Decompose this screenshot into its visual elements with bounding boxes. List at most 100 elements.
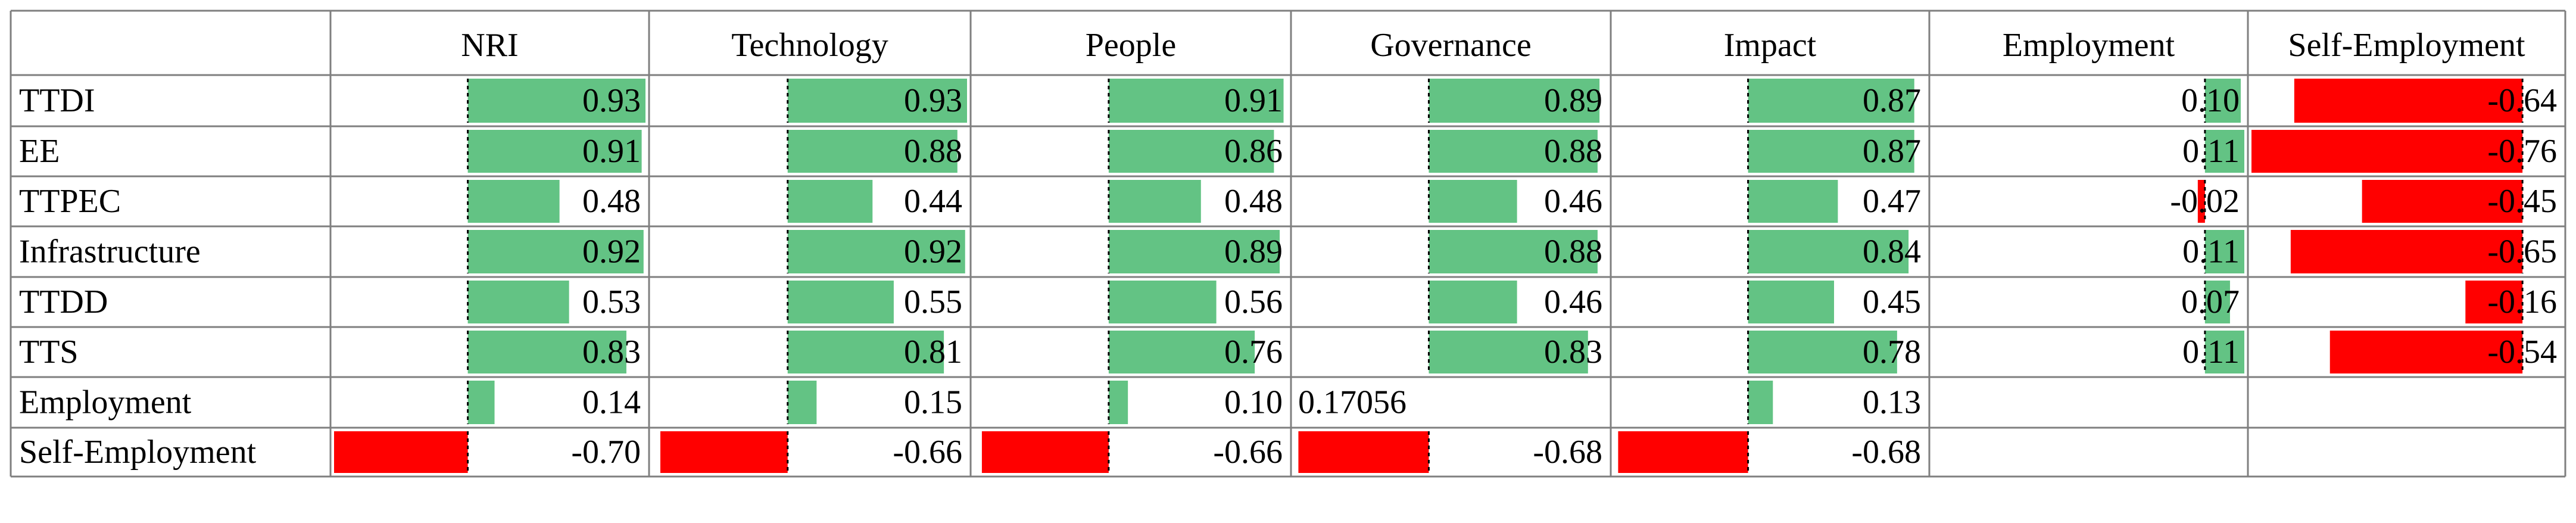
column-header-impact: Impact xyxy=(1724,27,1817,64)
bar-employment-technology xyxy=(787,381,817,424)
bar-ttdd-self-employment xyxy=(2465,281,2523,323)
bar-infrastructure-impact xyxy=(1748,230,1909,273)
value-tts-governance: 0.83 xyxy=(1544,334,1602,371)
bar-ttpec-self-employment xyxy=(2362,180,2523,223)
value-tts-nri: 0.83 xyxy=(582,334,641,371)
bar-tts-self-employment xyxy=(2329,331,2523,373)
row-label-ttpec: TTPEC xyxy=(19,183,121,220)
bar-tts-nri xyxy=(467,331,626,373)
bar-ee-impact xyxy=(1748,130,1914,173)
bar-tts-technology xyxy=(787,331,944,373)
row-label-tts: TTS xyxy=(19,334,79,371)
column-header-governance: Governance xyxy=(1370,27,1532,64)
bar-self-employment-technology xyxy=(660,431,788,473)
value-employment-impact: 0.13 xyxy=(1863,384,1921,421)
bar-ttdi-nri xyxy=(467,79,645,123)
bar-employment-people xyxy=(1108,381,1128,424)
row-label-employment: Employment xyxy=(19,384,192,421)
bar-infrastructure-nri xyxy=(467,230,644,273)
value-infrastructure-employment: 0.11 xyxy=(2182,234,2240,270)
column-header-people: People xyxy=(1086,27,1176,64)
bar-ttdi-employment xyxy=(2204,79,2241,123)
value-ee-self-employment: -0.76 xyxy=(2487,133,2557,170)
bar-ttdi-technology xyxy=(787,79,967,123)
value-ttdd-nri: 0.53 xyxy=(582,284,641,320)
bar-ttdd-governance xyxy=(1429,281,1517,323)
value-ee-nri: 0.91 xyxy=(582,133,641,170)
value-tts-self-employment: -0.54 xyxy=(2487,334,2557,371)
value-ee-employment: 0.11 xyxy=(2182,133,2240,170)
bar-ee-self-employment xyxy=(2251,130,2523,173)
bar-ttdd-nri xyxy=(467,281,569,323)
column-header-nri: NRI xyxy=(461,27,518,64)
value-ttdd-people: 0.56 xyxy=(1224,284,1283,320)
bar-self-employment-nri xyxy=(334,431,468,473)
bar-ee-nri xyxy=(467,130,642,173)
value-self-employment-impact: -0.68 xyxy=(1851,434,1921,471)
bar-infrastructure-people xyxy=(1108,230,1280,273)
value-ttdi-people: 0.91 xyxy=(1224,82,1283,119)
value-tts-employment: 0.11 xyxy=(2182,334,2240,371)
bar-ttdi-impact xyxy=(1748,79,1914,123)
value-employment-nri: 0.14 xyxy=(582,384,641,421)
bar-tts-people xyxy=(1108,331,1255,373)
value-ttdd-technology: 0.55 xyxy=(904,284,962,320)
row-label-ttdd: TTDD xyxy=(19,284,108,320)
value-ttdi-impact: 0.87 xyxy=(1863,82,1921,119)
bar-employment-impact xyxy=(1748,381,1773,424)
bar-employment-nri xyxy=(467,381,495,424)
bar-ee-people xyxy=(1108,130,1274,173)
column-header-self-employment: Self-Employment xyxy=(2288,27,2525,64)
value-ttpec-nri: 0.48 xyxy=(582,183,641,220)
bar-ee-technology xyxy=(787,130,958,173)
bar-ttdi-people xyxy=(1108,79,1284,123)
bar-ee-employment xyxy=(2204,130,2244,173)
column-header-employment: Employment xyxy=(2003,27,2175,64)
value-tts-people: 0.76 xyxy=(1224,334,1283,371)
bar-ttdd-technology xyxy=(787,281,894,323)
value-tts-impact: 0.78 xyxy=(1863,334,1921,371)
value-infrastructure-people: 0.89 xyxy=(1224,234,1283,270)
value-ttpec-employment: -0.02 xyxy=(2170,183,2240,220)
bar-self-employment-people xyxy=(981,431,1109,473)
bar-ee-governance xyxy=(1429,130,1598,173)
value-ttdi-technology: 0.93 xyxy=(904,82,962,119)
value-employment-governance: 0.17056 xyxy=(1298,384,1406,421)
bar-ttdd-impact xyxy=(1748,281,1834,323)
table-grid xyxy=(10,10,2566,478)
value-tts-technology: 0.81 xyxy=(904,334,962,371)
bar-infrastructure-employment xyxy=(2204,230,2244,273)
value-infrastructure-governance: 0.88 xyxy=(1544,234,1602,270)
bar-tts-governance xyxy=(1429,331,1588,373)
value-ttpec-self-employment: -0.45 xyxy=(2487,183,2557,220)
value-ee-governance: 0.88 xyxy=(1544,133,1602,170)
bar-axes xyxy=(467,79,2524,473)
bar-infrastructure-self-employment xyxy=(2290,230,2523,273)
value-ttpec-technology: 0.44 xyxy=(904,183,962,220)
value-infrastructure-technology: 0.92 xyxy=(904,234,962,270)
row-label-ttdi: TTDI xyxy=(19,82,95,119)
value-ttdd-self-employment: -0.16 xyxy=(2487,284,2557,320)
bar-ttdd-people xyxy=(1108,281,1217,323)
value-self-employment-technology: -0.66 xyxy=(893,434,962,471)
bar-tts-impact xyxy=(1748,331,1897,373)
column-header-technology: Technology xyxy=(731,27,888,64)
bar-ttdi-self-employment xyxy=(2294,79,2523,123)
value-ttpec-people: 0.48 xyxy=(1224,183,1283,220)
bar-ttpec-nri xyxy=(467,180,560,223)
value-infrastructure-self-employment: -0.65 xyxy=(2487,234,2557,270)
bar-ttpec-governance xyxy=(1429,180,1517,223)
value-ttdd-impact: 0.45 xyxy=(1863,284,1921,320)
value-ttpec-impact: 0.47 xyxy=(1863,183,1921,220)
row-label-self-employment: Self-Employment xyxy=(19,434,257,471)
bar-ttdi-governance xyxy=(1429,79,1600,123)
row-label-infrastructure: Infrastructure xyxy=(19,234,201,270)
bar-ttpec-impact xyxy=(1748,180,1838,223)
value-ee-people: 0.86 xyxy=(1224,133,1283,170)
value-ee-technology: 0.88 xyxy=(904,133,962,170)
value-infrastructure-nri: 0.92 xyxy=(582,234,641,270)
bar-infrastructure-technology xyxy=(787,230,965,273)
value-employment-people: 0.10 xyxy=(1224,384,1283,421)
